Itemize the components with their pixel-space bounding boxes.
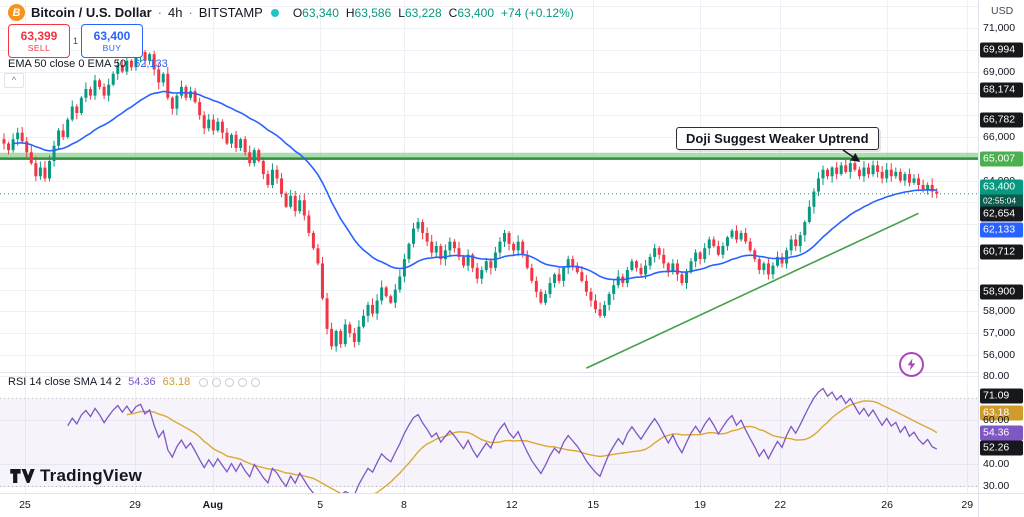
price-chart-canvas[interactable] (0, 0, 978, 493)
resistance-band (0, 152, 978, 159)
time-label: 29 (129, 499, 141, 511)
lightning-trade-button[interactable] (899, 352, 924, 377)
time-label: 8 (401, 499, 407, 511)
annotation-arrow (842, 149, 861, 162)
price-change: +74 (+0.12%) (501, 5, 574, 20)
price-badge-ema: 62,133 (980, 222, 1023, 238)
annotation-doji-callout[interactable]: Doji Suggest Weaker Uptrend (676, 127, 879, 150)
time-label: 15 (587, 499, 600, 511)
ema-line (12, 90, 937, 281)
collapse-legend-button[interactable]: ^ (4, 73, 24, 88)
price-axis[interactable]: USD 71,000 69,994 69,000 68,174 66,782 66,000… (978, 0, 1024, 493)
price-badge-dark: 62,654 (980, 206, 1023, 222)
symbol-name[interactable]: Bitcoin / U.S. Dollar (31, 5, 152, 20)
ohlc-readout: O63,340 H63,586 L63,228 C63,400 +74 (+0.… (292, 5, 574, 20)
tradingview-logo[interactable]: TradingView (10, 466, 142, 486)
price-badge-dark: 60,712 (980, 244, 1023, 260)
exchange-label[interactable]: BITSTAMP (198, 5, 263, 20)
time-label: Aug (202, 499, 224, 511)
price-badge-yellow: 63.18 (980, 405, 1023, 421)
sell-button[interactable]: 63,399 SELL (8, 24, 70, 58)
tradingview-logo-icon (10, 468, 35, 484)
time-label: 22 (774, 499, 787, 511)
time-label: 26 (881, 499, 893, 511)
axis-currency-label: USD (991, 5, 1014, 17)
price-badge-dark: 68,174 (980, 82, 1023, 98)
price-badge-dark: 69,994 (980, 42, 1023, 58)
bitcoin-icon: B (8, 4, 25, 21)
candles-group (2, 49, 939, 352)
separator-dot: · (188, 5, 193, 20)
lightning-icon (907, 358, 916, 371)
axis-corner (978, 493, 1024, 517)
rsi-sma-value: 63.18 (162, 376, 191, 388)
spread-value: 1 (73, 36, 79, 46)
price-badge-dark: 66,782 (980, 112, 1023, 128)
trade-panel: 63,399 SELL 1 63,400 BUY (8, 24, 144, 58)
trend-line (586, 212, 919, 369)
time-label: 5 (317, 499, 324, 511)
rsi-value: 54.36 (128, 376, 156, 388)
price-badge-green: 65,007 (980, 151, 1023, 167)
time-label: 29 (961, 499, 974, 511)
separator-dot: · (157, 5, 162, 20)
ema-value: 62,133 (134, 58, 168, 70)
buy-button[interactable]: 63,400 BUY (81, 24, 144, 58)
rsi-sma-line (126, 400, 938, 493)
price-badge-last: 63,400 02:55:04 (980, 179, 1023, 209)
rsi-line (67, 387, 938, 493)
indicator-action-dots (199, 377, 261, 387)
time-axis[interactable]: 25 29 Aug 5 8 12 15 19 22 26 29 (0, 493, 978, 517)
market-status-icon (270, 8, 279, 17)
price-badge-dark: 71.09 (980, 388, 1023, 404)
time-label: 25 (19, 499, 31, 511)
price-badge-dark: 58,900 (980, 284, 1023, 300)
symbol-header: B Bitcoin / U.S. Dollar · 4h · BITSTAMP … (8, 4, 574, 21)
price-badge-purple: 54.36 (980, 425, 1023, 441)
price-badge-dark: 52.26 (980, 440, 1023, 456)
bar-countdown: 02:55:04 (980, 194, 1023, 209)
annotation-text: Doji Suggest Weaker Uptrend (686, 131, 869, 146)
rsi-indicator-legend[interactable]: RSI 14 close SMA 14 2 54.36 63.18 (8, 376, 261, 388)
time-label: 12 (505, 499, 518, 511)
grid-lines (0, 0, 978, 493)
ema-indicator-legend[interactable]: EMA 50 close 0 EMA 50 62,133 (8, 58, 168, 70)
interval-label[interactable]: 4h (167, 5, 183, 20)
time-label: 19 (694, 499, 706, 511)
